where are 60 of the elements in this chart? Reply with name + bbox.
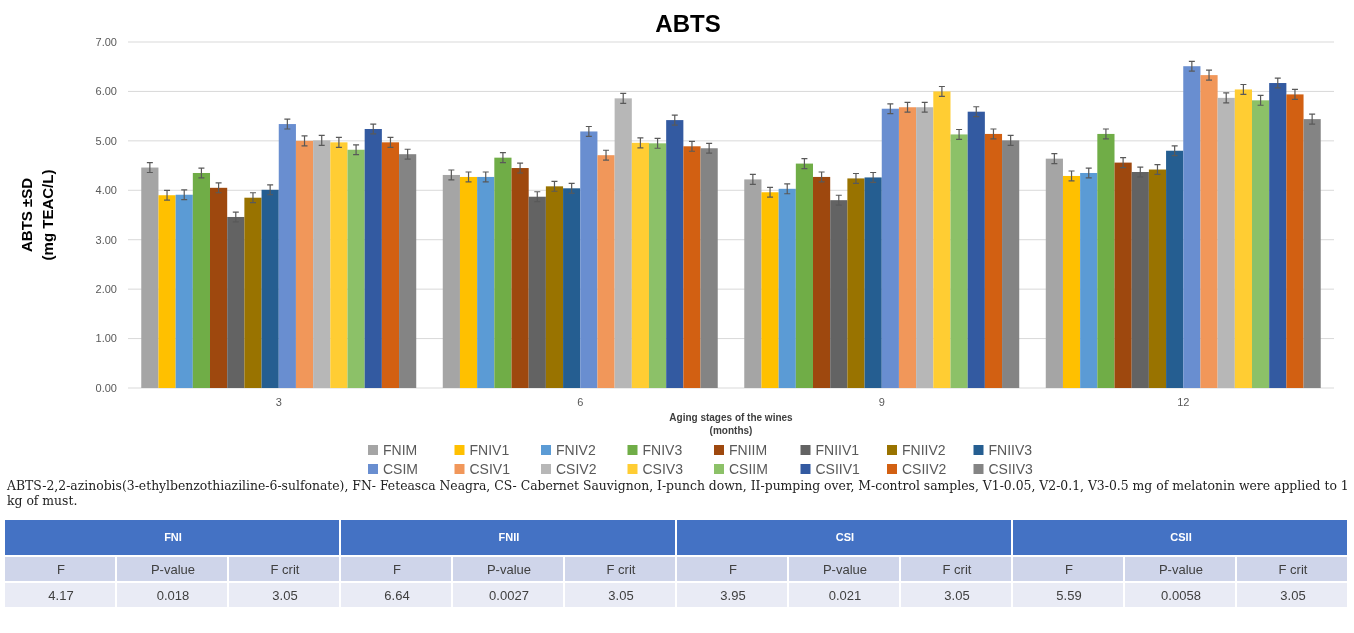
legend-label: FNIV2 bbox=[556, 441, 596, 458]
legend-label: CSIV2 bbox=[556, 460, 597, 477]
x-tick-label: 12 bbox=[1177, 395, 1190, 408]
y-tick-label: 3.00 bbox=[95, 233, 117, 246]
y-tick-label: 6.00 bbox=[95, 85, 117, 98]
legend-label: FNIIV1 bbox=[815, 441, 860, 458]
text: ABTS-2,2-azinobis(3-ethylbenzothiaziline-6-sulfonate), FN- Feteasca Neagra, CS- Cabernet Sauvignon, I-punch down, II-pumping over, M-control samples, V1-0.05, V2-0.1, V3-0.5 mg of melatonin were applied to 1 kg of must. bbox=[7, 478, 1349, 508]
data-label: 3.05 bbox=[272, 587, 298, 603]
data-label: 0.0058 bbox=[1161, 587, 1201, 603]
category-label: P-value bbox=[486, 561, 532, 577]
x-tick-label: 9 bbox=[878, 395, 885, 408]
legend-label: FNIV3 bbox=[642, 441, 683, 458]
text: CSI bbox=[835, 531, 855, 544]
category-label: P-value bbox=[822, 561, 868, 577]
legend-label: CSIIM bbox=[729, 460, 768, 477]
data-label: 5.59 bbox=[1056, 587, 1082, 603]
data-label: 4.17 bbox=[48, 587, 74, 603]
y-tick-label: 0.00 bbox=[95, 381, 117, 394]
y-axis-title: ABTS ±SD (mg TEAC/L) bbox=[18, 169, 57, 261]
legend-label: FNIIV3 bbox=[988, 441, 1033, 458]
data-label: 3.05 bbox=[944, 587, 970, 603]
x-tick-label: 3 bbox=[275, 395, 282, 408]
legend-label: CSIIV2 bbox=[902, 460, 947, 477]
category-label: F crit bbox=[1278, 561, 1308, 577]
data-label: 3.05 bbox=[1280, 587, 1306, 603]
category-label: F crit bbox=[942, 561, 972, 577]
x-tick-label: 6 bbox=[577, 395, 584, 408]
legend-label: CSIIV3 bbox=[988, 460, 1034, 477]
data-label: 0.0027 bbox=[489, 587, 529, 603]
category-label: F bbox=[729, 561, 738, 577]
text: CSII bbox=[1170, 531, 1192, 544]
category-label: F crit bbox=[606, 561, 636, 577]
category-label: F bbox=[1065, 561, 1074, 577]
category-label: F bbox=[393, 561, 402, 577]
data-label: 6.64 bbox=[384, 587, 410, 603]
x-axis-title: Aging stages of the wines (months) bbox=[669, 411, 794, 436]
chart-title: ABTS bbox=[655, 10, 721, 38]
y-tick-label: 4.00 bbox=[95, 184, 117, 197]
legend-label: CSIV1 bbox=[469, 460, 511, 477]
category-label: P-value bbox=[1158, 561, 1204, 577]
y-tick-label: 1.00 bbox=[95, 332, 117, 345]
legend-label: CSIV3 bbox=[642, 460, 684, 477]
legend-label: FNIV1 bbox=[469, 441, 510, 458]
category-label: F bbox=[57, 561, 66, 577]
legend-label: CSIM bbox=[383, 460, 418, 477]
legend-label: FNIIM bbox=[729, 441, 768, 458]
data-label: 3.95 bbox=[720, 587, 746, 603]
data-label: 0.021 bbox=[828, 587, 862, 603]
y-tick-label: 2.00 bbox=[95, 282, 117, 295]
y-tick-label: 7.00 bbox=[95, 35, 117, 48]
legend-label: FNIM bbox=[383, 441, 418, 458]
legend-label: FNIIV2 bbox=[902, 441, 946, 458]
text: FNII bbox=[498, 531, 520, 544]
text: FNI bbox=[164, 531, 182, 544]
data-label: 3.05 bbox=[608, 587, 634, 603]
y-tick-label: 5.00 bbox=[95, 134, 117, 147]
data-label: 0.018 bbox=[156, 587, 190, 603]
category-label: P-value bbox=[150, 561, 196, 577]
legend-label: CSIIV1 bbox=[815, 460, 861, 477]
category-label: F crit bbox=[270, 561, 300, 577]
